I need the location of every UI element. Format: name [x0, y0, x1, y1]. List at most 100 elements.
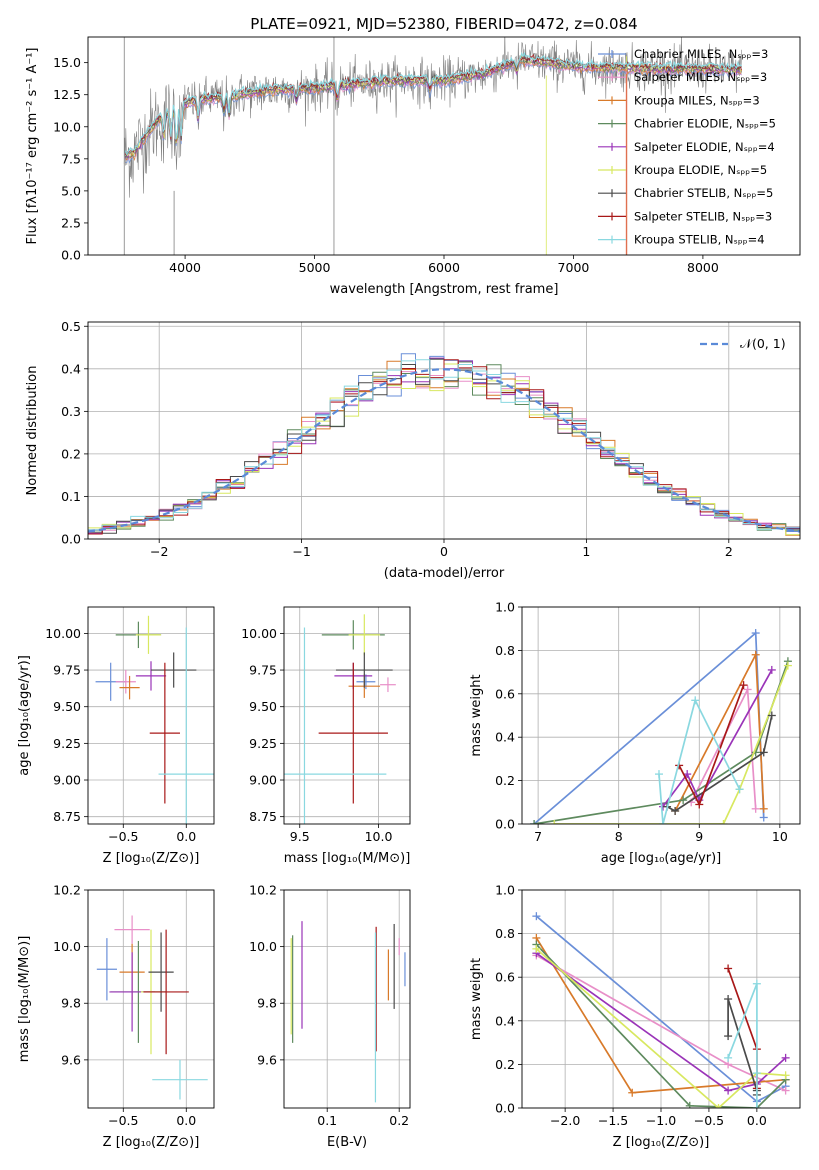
y-tick-label: 0.0: [495, 1101, 515, 1116]
chart-title: PLATE=0921, MJD=52380, FIBERID=0472, z=0…: [250, 15, 637, 33]
legend-entry: 𝒩(0, 1): [740, 336, 786, 351]
age-vs-mass-axes: 9.5 10.0 8.75 9.00 9.25 9.50 9.75 10.00 mass [lo…: [241, 606, 411, 866]
age-vs-mass-plot-area: [284, 614, 396, 824]
x-tick-label: 10.0: [365, 829, 393, 844]
y-axis-label: age [log₁₀(age/yr)]: [17, 655, 32, 776]
y-tick-label: 0.8: [495, 643, 515, 658]
x-tick-label: 0.1: [317, 1113, 337, 1128]
x-axis-label: Z [log₁₀(Z/Z⊙)]: [613, 1135, 710, 1150]
y-tick-label: 9.6: [61, 1052, 81, 1067]
legend-entry: Kroupa ELODIE, Nₛₚₚ=5: [634, 163, 767, 177]
y-tick-label: 10.2: [53, 883, 81, 898]
x-tick-label: 7: [534, 829, 542, 844]
y-tick-label: 0.6: [495, 686, 515, 701]
y-axis-label: Flux [fλ10⁻¹⁷ erg cm⁻² s⁻¹ A⁻¹]: [25, 48, 40, 245]
x-axis-label: Z [log₁₀(Z/Z⊙)]: [103, 851, 200, 866]
mass-weight-series: [535, 948, 786, 1108]
y-tick-label: 10.00: [45, 626, 81, 641]
y-tick-label: 0.3: [61, 404, 81, 419]
axes-frame: [87, 36, 801, 256]
mass-weight-series: [690, 686, 757, 809]
x-tick-label: 9: [695, 829, 703, 844]
y-tick-label: 9.75: [53, 663, 81, 678]
axes-frame: [87, 889, 215, 1109]
y-tick-label: 0.0: [495, 817, 515, 832]
x-axis-label: wavelength [Angstrom, rest frame]: [330, 282, 559, 297]
y-tick-label: 9.8: [61, 996, 81, 1011]
x-tick-label: −2.0: [550, 1113, 580, 1128]
y-tick-label: 9.50: [53, 699, 81, 714]
y-tick-label: 0.0: [61, 248, 81, 263]
y-tick-label: 10.0: [249, 939, 277, 954]
y-tick-label: 5.0: [61, 183, 81, 198]
x-tick-label: 0.0: [747, 1113, 767, 1128]
y-tick-label: 9.25: [249, 736, 277, 751]
x-tick-label: 8000: [687, 260, 719, 275]
x-tick-label: 0.0: [176, 1113, 196, 1128]
y-tick-label: 2.5: [61, 215, 81, 230]
y-tick-label: 10.2: [249, 883, 277, 898]
legend-entry: Kroupa MILES, Nₛₚₚ=3: [634, 93, 760, 107]
weight-vs-Z-axes: −2.0 −1.5 −1.0 −0.5 0.0 0.0 0.2 0.4 0.6 0.8 1.0 Z […: [469, 883, 801, 1150]
x-tick-label: −1.0: [646, 1113, 676, 1128]
mass-vs-ebv-plot-area: [290, 921, 406, 1103]
age-vs-Z-axes: −0.5 0.0 8.75 9.00 9.25 9.50 9.75 10.00 Z [log₁₀…: [17, 606, 215, 866]
mass-weight-series: [666, 715, 773, 812]
y-tick-label: 0.4: [495, 730, 515, 745]
x-tick-label: 1: [582, 544, 590, 559]
x-tick-label: 4000: [169, 260, 201, 275]
axes-frame: [521, 889, 801, 1109]
y-tick-label: 9.75: [249, 663, 277, 678]
weight-vs-age-axes: 7 8 9 10 0.0 0.2 0.4 0.6 0.8 1.0 age [log₁₀(age/yr…: [469, 600, 801, 866]
y-tick-label: 0.4: [495, 1013, 515, 1028]
x-tick-label: −1.5: [598, 1113, 628, 1128]
y-tick-label: 9.25: [53, 736, 81, 751]
x-tick-label: 7000: [558, 260, 590, 275]
axes-frame: [283, 606, 411, 825]
x-tick-label: 0.0: [176, 829, 196, 844]
x-tick-label: 8: [615, 829, 623, 844]
spectrum-axes: 4000 5000 6000 7000 8000 0.0 2.5 5.0 7.5 10.0 12.5…: [25, 15, 801, 297]
legend-entry: Chabrier MILES, Nₛₚₚ=3: [634, 47, 768, 61]
y-tick-label: 9.00: [249, 773, 277, 788]
x-tick-label: −0.5: [108, 1113, 138, 1128]
x-tick-label: 0: [440, 544, 448, 559]
weight-vs-Z-plot-area: [532, 912, 790, 1108]
legend-entry: Salpeter ELODIE, Nₛₚₚ=4: [634, 140, 775, 154]
y-tick-label: 0.1: [61, 489, 81, 504]
y-tick-label: 10.00: [241, 626, 277, 641]
model-fit-line: [124, 51, 742, 156]
x-tick-label: 9.5: [290, 829, 310, 844]
x-tick-label: −0.5: [108, 829, 138, 844]
y-tick-label: 10.0: [53, 939, 81, 954]
y-tick-label: 0.2: [495, 773, 515, 788]
mass-vs-Z-plot-area: [96, 915, 208, 1100]
residual-histogram-series: [88, 359, 800, 531]
y-tick-label: 0.0: [61, 532, 81, 547]
y-tick-label: 7.5: [61, 151, 81, 166]
age-vs-Z-plot-area: [95, 615, 214, 824]
axes-frame: [87, 606, 215, 825]
mass-weight-series: [662, 669, 773, 808]
x-tick-label: −2: [150, 544, 168, 559]
y-tick-label: 15.0: [53, 55, 81, 70]
x-tick-label: 10: [772, 829, 788, 844]
y-axis-label: Normed distribution: [25, 366, 40, 496]
x-axis-label: mass [log₁₀(M/M⊙)]: [284, 851, 411, 866]
legend: Chabrier MILES, Nₛₚₚ=3 Salpeter MILES, Nₛ…: [598, 47, 776, 247]
x-axis-label: E(B-V): [327, 1135, 367, 1150]
x-tick-label: 0.2: [389, 1113, 409, 1128]
x-tick-label: 2: [725, 544, 733, 559]
y-axis-label: mass [log₁₀(M/M⊙)]: [17, 936, 32, 1063]
axes-frame: [521, 606, 801, 825]
y-tick-label: 8.75: [249, 809, 277, 824]
x-axis-label: age [log₁₀(age/yr)]: [601, 851, 722, 866]
mass-weight-series: [554, 665, 789, 824]
y-axis-label: mass weight: [469, 674, 484, 756]
legend-entry: Kroupa STELIB, Nₛₚₚ=4: [634, 233, 765, 247]
x-tick-label: 6000: [428, 260, 460, 275]
y-tick-label: 0.6: [495, 970, 515, 985]
x-tick-label: −0.5: [694, 1113, 724, 1128]
mass-weight-series: [535, 943, 787, 1108]
